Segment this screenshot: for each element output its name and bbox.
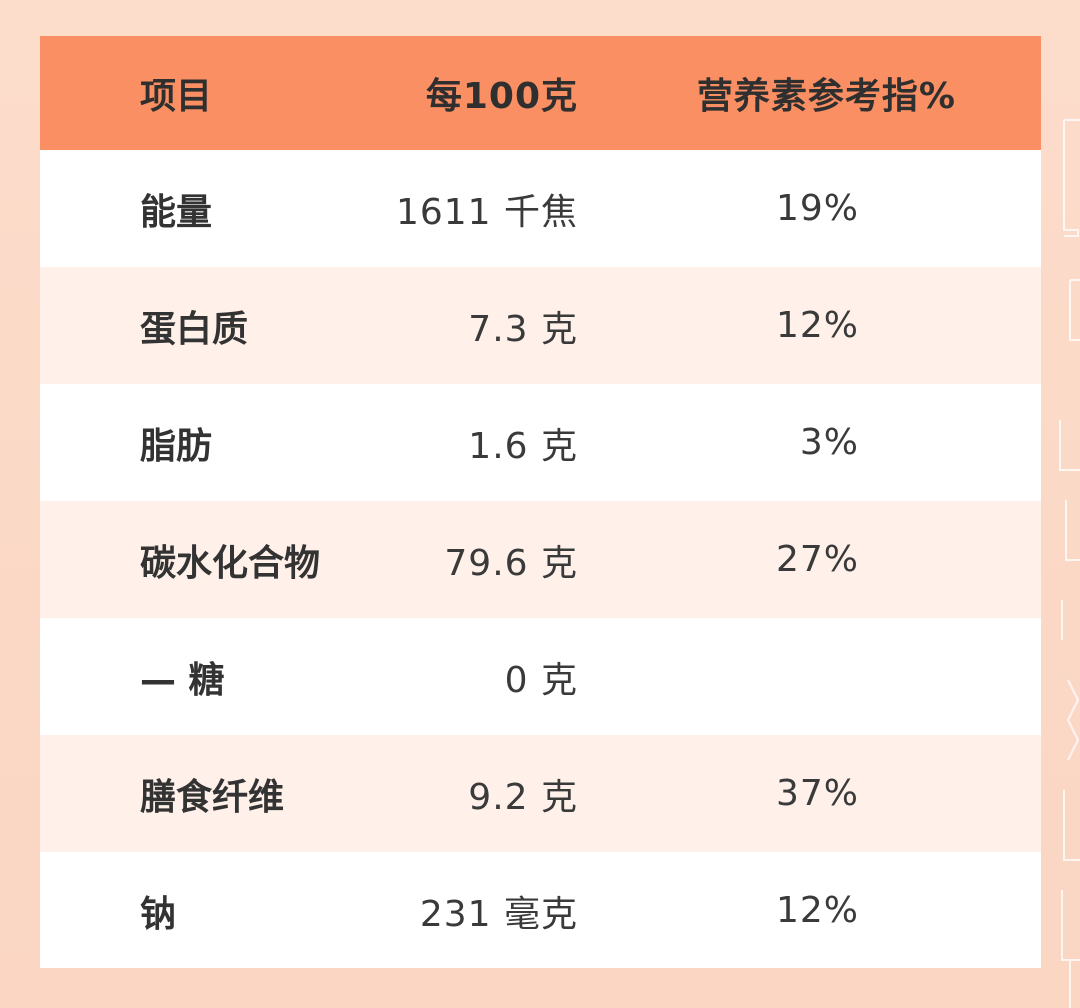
row-amount: 0 克 [504, 659, 578, 701]
row-amount: 9.2 克 [468, 776, 578, 818]
header-nrv-percent: 营养素参考指% [696, 76, 956, 117]
table-row: 膳食纤维 9.2 克 37% [40, 735, 1041, 852]
table-row: 蛋白质 7.3 克 12% [40, 267, 1041, 384]
row-amount: 1611 千焦 [395, 191, 578, 233]
row-item: 脂肪 [140, 425, 213, 467]
row-item: — 糖 [140, 659, 225, 701]
row-nrv: 37% [775, 773, 859, 814]
table-header-row: 项目 每100克 营养素参考指% [40, 36, 1041, 150]
row-nrv: 3% [799, 422, 859, 463]
row-item: 碳水化合物 [140, 542, 321, 584]
table-row: 脂肪 1.6 克 3% [40, 384, 1041, 501]
row-nrv: 12% [775, 890, 859, 931]
nutrition-table: 项目 每100克 营养素参考指% 能量 1611 千焦 19% 蛋白质 7.3 … [40, 36, 1041, 968]
table-row: 能量 1611 千焦 19% [40, 150, 1041, 267]
header-item: 项目 [140, 76, 213, 117]
row-nrv: 12% [775, 305, 859, 346]
row-item: 能量 [140, 191, 213, 233]
row-nrv: 19% [775, 188, 859, 229]
table-row: 钠 231 毫克 12% [40, 852, 1041, 969]
row-amount: 79.6 克 [444, 542, 578, 584]
decorative-pattern [1059, 119, 1080, 1008]
table-row: — 糖 0 克 [40, 618, 1041, 735]
row-item: 蛋白质 [140, 308, 249, 350]
table-row: 碳水化合物 79.6 克 27% [40, 501, 1041, 618]
row-item: 膳食纤维 [140, 776, 285, 818]
row-amount: 7.3 克 [468, 308, 578, 350]
row-amount: 1.6 克 [468, 425, 578, 467]
row-amount: 231 毫克 [419, 893, 578, 935]
row-item: 钠 [140, 893, 177, 935]
header-per-100g: 每100克 [425, 76, 578, 117]
row-nrv: 27% [775, 539, 859, 580]
